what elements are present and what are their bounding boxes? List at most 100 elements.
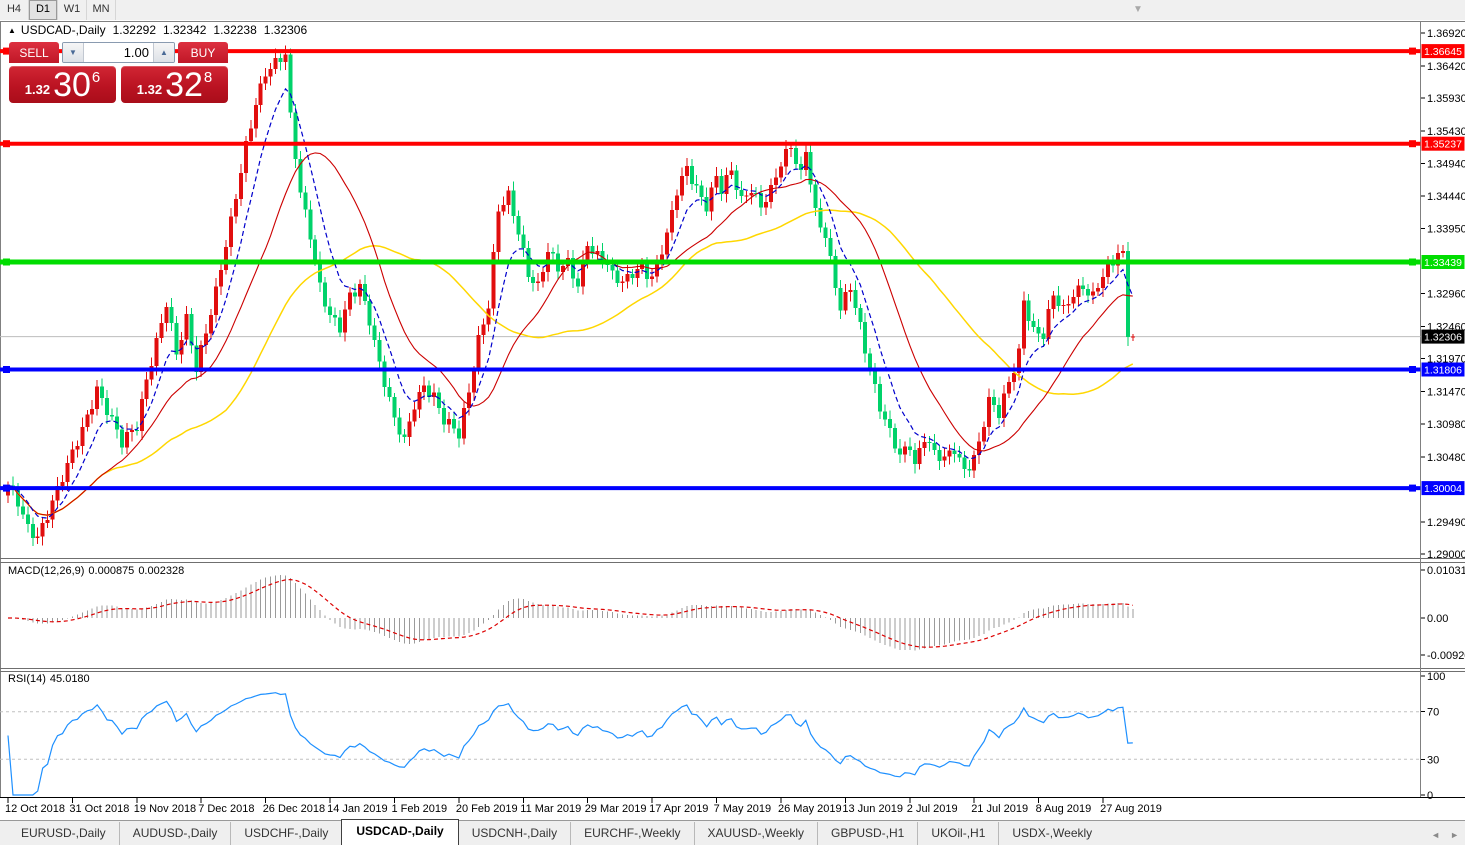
macd-value-1: 0.000875 bbox=[88, 565, 135, 577]
svg-text:1.31806: 1.31806 bbox=[1424, 365, 1462, 377]
svg-text:13 Jun 2019: 13 Jun 2019 bbox=[842, 803, 903, 815]
svg-text:21 Jul 2019: 21 Jul 2019 bbox=[971, 803, 1028, 815]
svg-text:1.35930: 1.35930 bbox=[1427, 93, 1465, 105]
volume-input[interactable] bbox=[84, 43, 153, 62]
svg-text:30: 30 bbox=[1427, 754, 1439, 766]
level-price-tag: 1.35237 bbox=[1421, 136, 1465, 151]
up-arrow-icon: ▲ bbox=[160, 48, 168, 57]
buy-button[interactable]: BUY bbox=[178, 42, 228, 63]
svg-text:1.30480: 1.30480 bbox=[1427, 452, 1465, 464]
chart-title: ▲ USDCAD-,Daily 1.32292 1.32342 1.32238 … bbox=[8, 23, 307, 37]
ohlc-high: 1.32342 bbox=[163, 23, 207, 37]
sell-button[interactable]: SELL bbox=[9, 42, 59, 63]
tab-usdcad-daily[interactable]: USDCAD-,Daily bbox=[341, 819, 459, 845]
svg-text:70: 70 bbox=[1427, 707, 1439, 719]
svg-text:1.31470: 1.31470 bbox=[1427, 387, 1465, 399]
rsi-label: RSI(14) 45.0180 bbox=[8, 673, 94, 685]
level-price-tag: 1.31806 bbox=[1421, 362, 1465, 377]
rsi-name: RSI(14) bbox=[8, 673, 46, 685]
tab-usdx-weekly[interactable]: USDX-,Weekly bbox=[998, 822, 1105, 845]
down-arrow-icon: ▼ bbox=[69, 48, 77, 57]
date-axis[interactable]: 12 Oct 2018 31 Oct 2018 19 Nov 2018 7 Dec 2… bbox=[5, 798, 1162, 815]
volume-increase-button[interactable]: ▲ bbox=[153, 43, 174, 62]
timeframe-mn-button[interactable]: MN bbox=[87, 0, 116, 20]
svg-text:17 Apr 2019: 17 Apr 2019 bbox=[649, 803, 708, 815]
svg-text:1.35430: 1.35430 bbox=[1427, 126, 1465, 138]
collapse-icon[interactable]: ▲ bbox=[8, 25, 16, 35]
level-line-1.36645[interactable] bbox=[0, 47, 1421, 55]
timeframe-d1-button[interactable]: D1 bbox=[29, 0, 58, 20]
sell-price-button[interactable]: 1.32 30 6 bbox=[9, 66, 116, 103]
svg-text:20 Feb 2019: 20 Feb 2019 bbox=[456, 803, 518, 815]
level-line-1.33439[interactable] bbox=[0, 258, 1421, 266]
svg-text:1.36920: 1.36920 bbox=[1427, 28, 1465, 40]
ohlc-close: 1.32306 bbox=[263, 23, 308, 37]
level-line-1.30004[interactable] bbox=[0, 484, 1421, 492]
svg-text:7 May 2019: 7 May 2019 bbox=[714, 803, 771, 815]
svg-text:8 Aug 2019: 8 Aug 2019 bbox=[1036, 803, 1092, 815]
svg-text:1.32960: 1.32960 bbox=[1427, 289, 1465, 301]
svg-text:1.34940: 1.34940 bbox=[1427, 158, 1465, 170]
timeframe-h4-button[interactable]: H4 bbox=[0, 0, 29, 20]
macd-axis[interactable]: 0.010311 0.00 -0.009203 bbox=[1421, 565, 1465, 662]
svg-text:2 Jul 2019: 2 Jul 2019 bbox=[907, 803, 958, 815]
sell-price-sup: 6 bbox=[91, 69, 101, 86]
sell-price-big: 30 bbox=[53, 66, 91, 104]
chart-background bbox=[0, 20, 1465, 820]
tabs-scroll-right-icon[interactable]: ► bbox=[1450, 830, 1459, 840]
tab-usdcnh-daily[interactable]: USDCNH-,Daily bbox=[471, 826, 558, 840]
timeframe-w1-button[interactable]: W1 bbox=[58, 0, 87, 20]
tab-eurusd-daily[interactable]: EURUSD-,Daily bbox=[21, 826, 106, 840]
svg-text:1.33439: 1.33439 bbox=[1424, 257, 1462, 269]
svg-text:1.33950: 1.33950 bbox=[1427, 223, 1465, 235]
tab-audusd-daily[interactable]: AUDUSD-,Daily bbox=[118, 822, 231, 845]
svg-text:0.010311: 0.010311 bbox=[1427, 565, 1465, 577]
svg-text:1.35237: 1.35237 bbox=[1424, 139, 1462, 151]
svg-text:12 Oct 2018: 12 Oct 2018 bbox=[5, 803, 65, 815]
tab-xauusd-weekly[interactable]: XAUUSD-,Weekly bbox=[693, 822, 817, 845]
svg-text:-0.009203: -0.009203 bbox=[1427, 650, 1465, 662]
svg-text:1.29000: 1.29000 bbox=[1427, 549, 1465, 561]
svg-text:29 Mar 2019: 29 Mar 2019 bbox=[585, 803, 647, 815]
tabs-scroll-left-icon[interactable]: ◄ bbox=[1431, 830, 1441, 840]
chart-tab-bar: EURUSD-,Daily AUDUSD-,Daily USDCHF-,Dail… bbox=[0, 819, 1465, 845]
macd-value-2: 0.002328 bbox=[138, 565, 185, 577]
rsi-line bbox=[7, 692, 1133, 796]
sell-price-base: 1.32 bbox=[24, 82, 51, 97]
level-line-1.31806[interactable] bbox=[0, 366, 1421, 373]
tab-gbpusd-h1[interactable]: GBPUSD-,H1 bbox=[817, 822, 917, 845]
rsi-axis[interactable]: 100 70 30 0 bbox=[1421, 671, 1445, 802]
svg-text:1 Feb 2019: 1 Feb 2019 bbox=[392, 803, 448, 815]
svg-text:26 May 2019: 26 May 2019 bbox=[778, 803, 842, 815]
chart-window: 1.36920 1.36420 1.35930 1.35430 1.34940 1.344… bbox=[0, 20, 1465, 820]
macd-histogram bbox=[12, 575, 1134, 651]
svg-text:1.29490: 1.29490 bbox=[1427, 517, 1465, 529]
svg-text:7 Dec 2018: 7 Dec 2018 bbox=[198, 803, 254, 815]
tab-scroll-arrows: ◄ ► bbox=[1431, 830, 1459, 840]
buy-price-button[interactable]: 1.32 32 8 bbox=[121, 66, 228, 103]
svg-text:1.32306: 1.32306 bbox=[1424, 332, 1462, 344]
volume-decrease-button[interactable]: ▼ bbox=[63, 43, 84, 62]
tab-usdchf-daily[interactable]: USDCHF-,Daily bbox=[230, 822, 341, 845]
svg-text:0: 0 bbox=[1427, 790, 1433, 802]
price-chart-canvas[interactable]: 1.36920 1.36420 1.35930 1.35430 1.34940 1.344… bbox=[0, 20, 1465, 820]
buy-price-big: 32 bbox=[165, 66, 203, 104]
current-price-tag: 1.32306 bbox=[1421, 329, 1465, 344]
svg-text:1.34440: 1.34440 bbox=[1427, 191, 1465, 203]
ohlc-low: 1.32238 bbox=[213, 23, 257, 37]
tab-ukoil-h1[interactable]: UKOil-,H1 bbox=[917, 822, 998, 845]
tab-eurchf-weekly[interactable]: EURCHF-,Weekly bbox=[570, 822, 693, 845]
svg-text:14 Jan 2019: 14 Jan 2019 bbox=[327, 803, 388, 815]
svg-text:1.30004: 1.30004 bbox=[1424, 483, 1462, 495]
level-price-tag: 1.30004 bbox=[1421, 481, 1465, 496]
level-price-tag: 1.33439 bbox=[1421, 255, 1465, 269]
ma-slow-line bbox=[7, 209, 1134, 516]
svg-text:1.36420: 1.36420 bbox=[1427, 61, 1465, 73]
scroll-to-end-icon[interactable]: ▼ bbox=[1133, 4, 1143, 15]
svg-text:1.36645: 1.36645 bbox=[1424, 46, 1462, 58]
volume-spinner: ▼ ▲ bbox=[62, 42, 175, 63]
svg-text:26 Dec 2018: 26 Dec 2018 bbox=[263, 803, 325, 815]
level-line-1.35237[interactable] bbox=[0, 140, 1421, 148]
ma-fast-line bbox=[7, 87, 1134, 519]
